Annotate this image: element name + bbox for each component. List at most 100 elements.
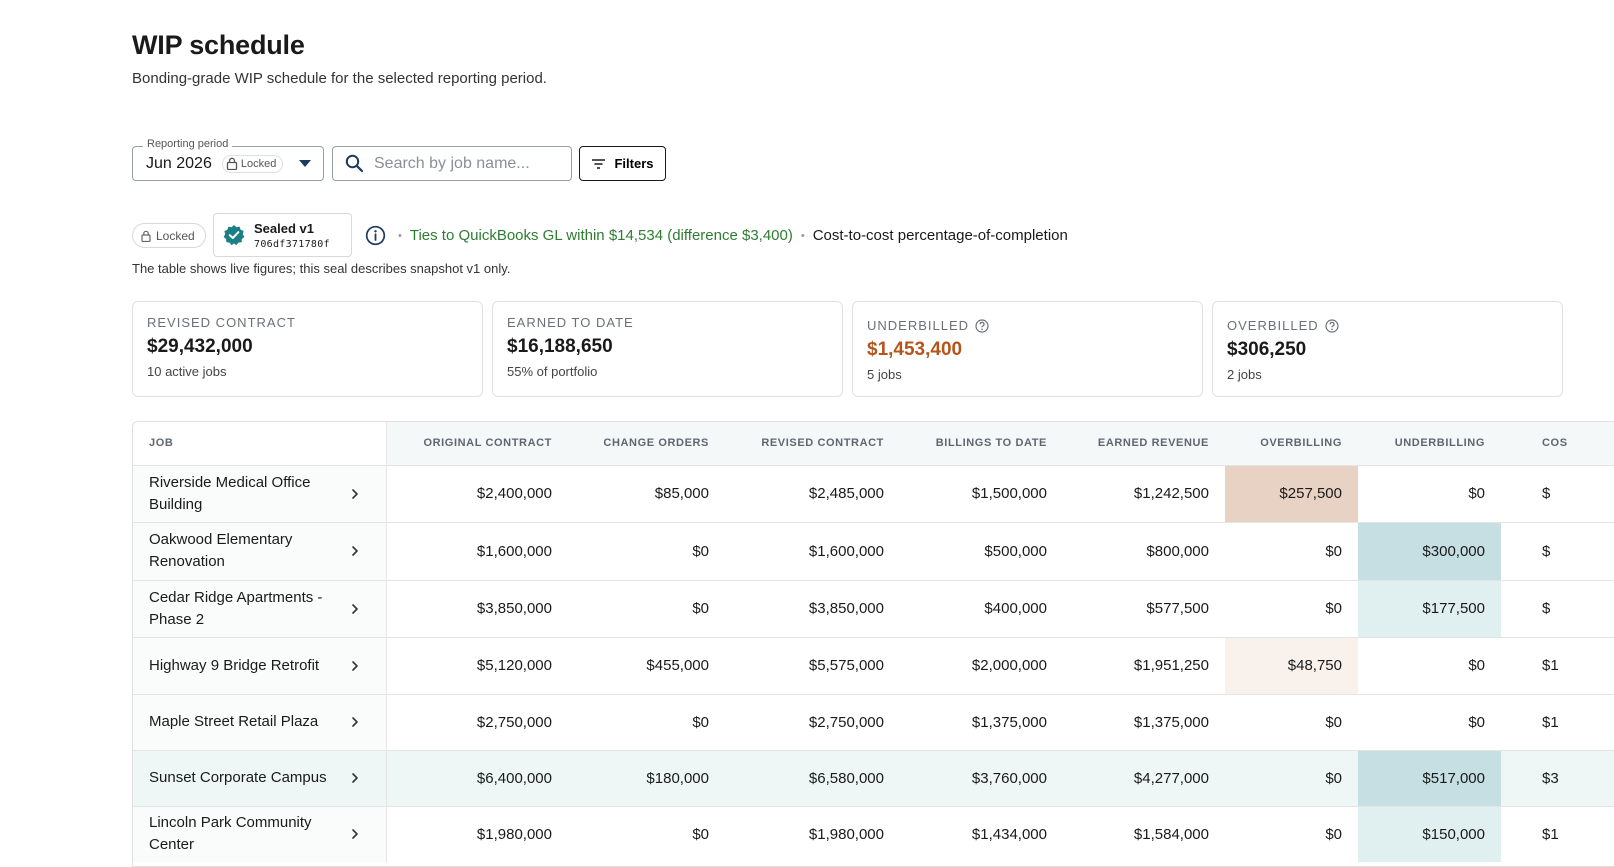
revenue-method: Cost-to-cost percentage-of-completion: [812, 227, 1068, 244]
underbilling-cell: $0: [1358, 464, 1501, 522]
original-contract-cell: $6,400,000: [386, 749, 568, 806]
table-row[interactable]: Maple Street Retail Plaza $2,750,000 $0 $2,…: [133, 693, 1614, 750]
chevron-right-icon[interactable]: [350, 829, 360, 840]
column-header-change-orders[interactable]: CHANGE ORDERS: [568, 422, 725, 465]
card-sub: 5 jobs: [867, 367, 902, 382]
overbilling-cell: $257,500: [1225, 464, 1358, 522]
chevron-down-icon: [299, 160, 311, 167]
table-row[interactable]: Oakwood Elementary Renovation $1,600,000 $…: [133, 521, 1614, 580]
billings-to-date-cell: $1,500,000: [900, 464, 1063, 522]
reporting-period-label: Reporting period: [143, 138, 233, 150]
info-icon[interactable]: [365, 225, 386, 246]
original-contract-cell: $5,120,000: [386, 636, 568, 694]
billings-to-date-cell: $400,000: [900, 579, 1063, 637]
change-orders-cell: $0: [568, 521, 725, 580]
table-row[interactable]: Sunset Corporate Campus $6,400,000 $180,00…: [133, 749, 1614, 806]
column-header-cost[interactable]: COS: [1501, 422, 1614, 465]
chevron-right-icon[interactable]: [350, 660, 360, 671]
job-cell[interactable]: Sunset Corporate Campus: [133, 749, 387, 806]
job-cell-content: Sunset Corporate Campus: [149, 767, 378, 789]
job-cell[interactable]: Cedar Ridge Apartments - Phase 2: [133, 579, 387, 637]
revised-contract-cell: $6,580,000: [725, 749, 900, 806]
overbilling-cell: $0: [1225, 579, 1358, 637]
card-label: REVISED CONTRACT: [147, 315, 296, 330]
card-label: UNDERBILLED: [867, 318, 970, 333]
column-header-original-contract[interactable]: ORIGINAL CONTRACT: [386, 422, 568, 465]
job-cell[interactable]: Oakwood Elementary Renovation: [133, 521, 387, 580]
job-cell[interactable]: Lincoln Park Community Center: [133, 805, 387, 862]
chevron-right-icon[interactable]: [350, 488, 360, 499]
job-cell[interactable]: Maple Street Retail Plaza: [133, 693, 387, 750]
job-name: Cedar Ridge Apartments - Phase 2: [149, 588, 323, 628]
job-search-box[interactable]: [332, 146, 572, 181]
original-contract-cell: $2,400,000: [386, 464, 568, 522]
billings-to-date-cell: $3,760,000: [900, 749, 1063, 806]
page-subtitle: Bonding-grade WIP schedule for the selec…: [132, 70, 547, 87]
seal-details: • Ties to QuickBooks GL within $14,534 (…: [398, 227, 1068, 244]
table-row[interactable]: Lincoln Park Community Center $1,980,000 $…: [133, 805, 1614, 862]
earned-revenue-cell: $1,584,000: [1063, 805, 1225, 862]
job-cell-content: Riverside Medical Office Building: [149, 472, 378, 516]
help-icon[interactable]: [975, 318, 989, 333]
cost-cell: $1: [1501, 693, 1614, 750]
chevron-right-icon[interactable]: [350, 773, 360, 783]
change-orders-cell: $0: [568, 693, 725, 750]
billings-to-date-cell: $1,434,000: [900, 805, 1063, 862]
seal-title: Sealed v1: [254, 220, 314, 236]
table-row[interactable]: Cedar Ridge Apartments - Phase 2 $3,850,0…: [133, 579, 1614, 637]
billings-to-date-cell: $2,000,000: [900, 636, 1063, 694]
card-value: $16,188,650: [507, 336, 613, 357]
column-header-billings-to-date[interactable]: BILLINGS TO DATE: [900, 422, 1063, 465]
underbilling-cell: $300,000: [1358, 521, 1501, 580]
card-label-row: UNDERBILLED: [867, 318, 1188, 333]
original-contract-cell: $1,600,000: [386, 521, 568, 580]
table-header-row: JOB ORIGINAL CONTRACT CHANGE ORDERS REVI…: [133, 422, 1614, 465]
column-header-underbilling[interactable]: UNDERBILLING: [1358, 422, 1501, 465]
revised-contract-cell: $1,980,000: [725, 805, 900, 862]
underbilling-cell: $0: [1358, 636, 1501, 694]
help-icon[interactable]: [1325, 318, 1339, 333]
column-header-revised-contract[interactable]: REVISED CONTRACT: [725, 422, 900, 465]
filters-label: Filters: [614, 156, 654, 171]
column-header-job[interactable]: JOB: [133, 422, 387, 465]
job-cell[interactable]: Riverside Medical Office Building: [133, 464, 387, 522]
reporting-period-value: Jun 2026: [146, 154, 212, 172]
seal-card[interactable]: Sealed v1 706df371780f: [213, 213, 352, 257]
locked-status-text: Locked: [156, 228, 195, 243]
separator-dot: •: [398, 229, 402, 242]
original-contract-cell: $1,980,000: [386, 805, 568, 862]
job-name: Sunset Corporate Campus: [149, 769, 327, 786]
cost-cell: $: [1501, 521, 1614, 580]
earned-revenue-cell: $4,277,000: [1063, 749, 1225, 806]
chevron-right-icon[interactable]: [350, 546, 360, 556]
change-orders-cell: $180,000: [568, 749, 725, 806]
change-orders-cell: $85,000: [568, 464, 725, 522]
revised-contract-cell: $1,600,000: [725, 521, 900, 580]
reporting-period-select[interactable]: Reporting period Jun 2026 Locked: [132, 138, 324, 181]
card-sub: 10 active jobs: [147, 364, 227, 379]
job-cell[interactable]: Highway 9 Bridge Retrofit: [133, 636, 387, 694]
filter-icon: [592, 158, 606, 169]
seal-note: The table shows live figures; this seal …: [132, 261, 511, 276]
earned-revenue-cell: $577,500: [1063, 579, 1225, 637]
table-row[interactable]: Highway 9 Bridge Retrofit $5,120,000 $455,…: [133, 636, 1614, 694]
revised-contract-cell: $3,850,000: [725, 579, 900, 637]
chevron-right-icon[interactable]: [350, 717, 360, 727]
job-name: Riverside Medical Office Building: [149, 473, 311, 513]
seal-text: Sealed v1 706df371780f: [254, 221, 330, 250]
filters-button[interactable]: Filters: [579, 146, 666, 181]
period-locked-chip: Locked: [221, 154, 284, 173]
table-row[interactable]: Riverside Medical Office Building $2,400,…: [133, 464, 1614, 522]
column-header-overbilling[interactable]: OVERBILLING: [1225, 422, 1358, 465]
original-contract-cell: $2,750,000: [386, 693, 568, 750]
billings-to-date-cell: $1,375,000: [900, 693, 1063, 750]
lock-icon: [141, 230, 151, 242]
job-cell-content: Maple Street Retail Plaza: [149, 711, 378, 733]
chevron-right-icon[interactable]: [350, 603, 360, 614]
locked-status-chip: Locked: [132, 223, 206, 248]
search-input[interactable]: [374, 154, 564, 173]
column-header-earned-revenue[interactable]: EARNED REVENUE: [1063, 422, 1225, 465]
cost-cell: $1: [1501, 636, 1614, 694]
job-name: Maple Street Retail Plaza: [149, 713, 319, 730]
earned-revenue-cell: $800,000: [1063, 521, 1225, 580]
